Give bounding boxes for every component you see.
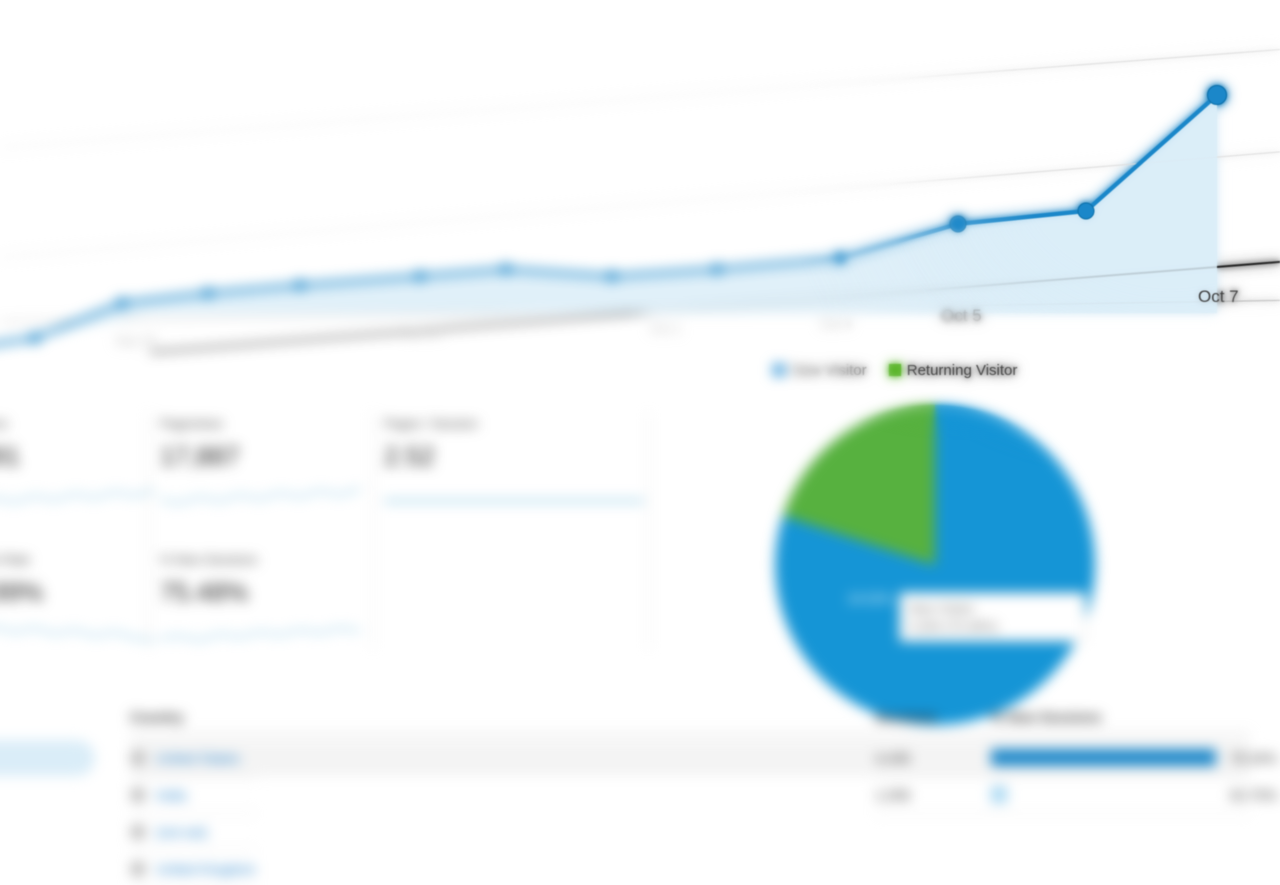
svg-text:5,354 (75.48%): 5,354 (75.48%) bbox=[909, 619, 998, 634]
svg-text:Oct 1: Oct 1 bbox=[650, 321, 681, 336]
svg-text:Sep 30: Sep 30 bbox=[400, 325, 441, 340]
svg-text:Oct 7: Oct 7 bbox=[1198, 287, 1239, 306]
svg-text:Oct 5: Oct 5 bbox=[941, 306, 982, 325]
svg-text:24.52%: 24.52% bbox=[848, 591, 893, 606]
svg-text:Oct 3: Oct 3 bbox=[820, 316, 851, 331]
svg-text:Sep 29: Sep 29 bbox=[115, 333, 156, 348]
svg-text:New Visitor: New Visitor bbox=[909, 601, 975, 616]
